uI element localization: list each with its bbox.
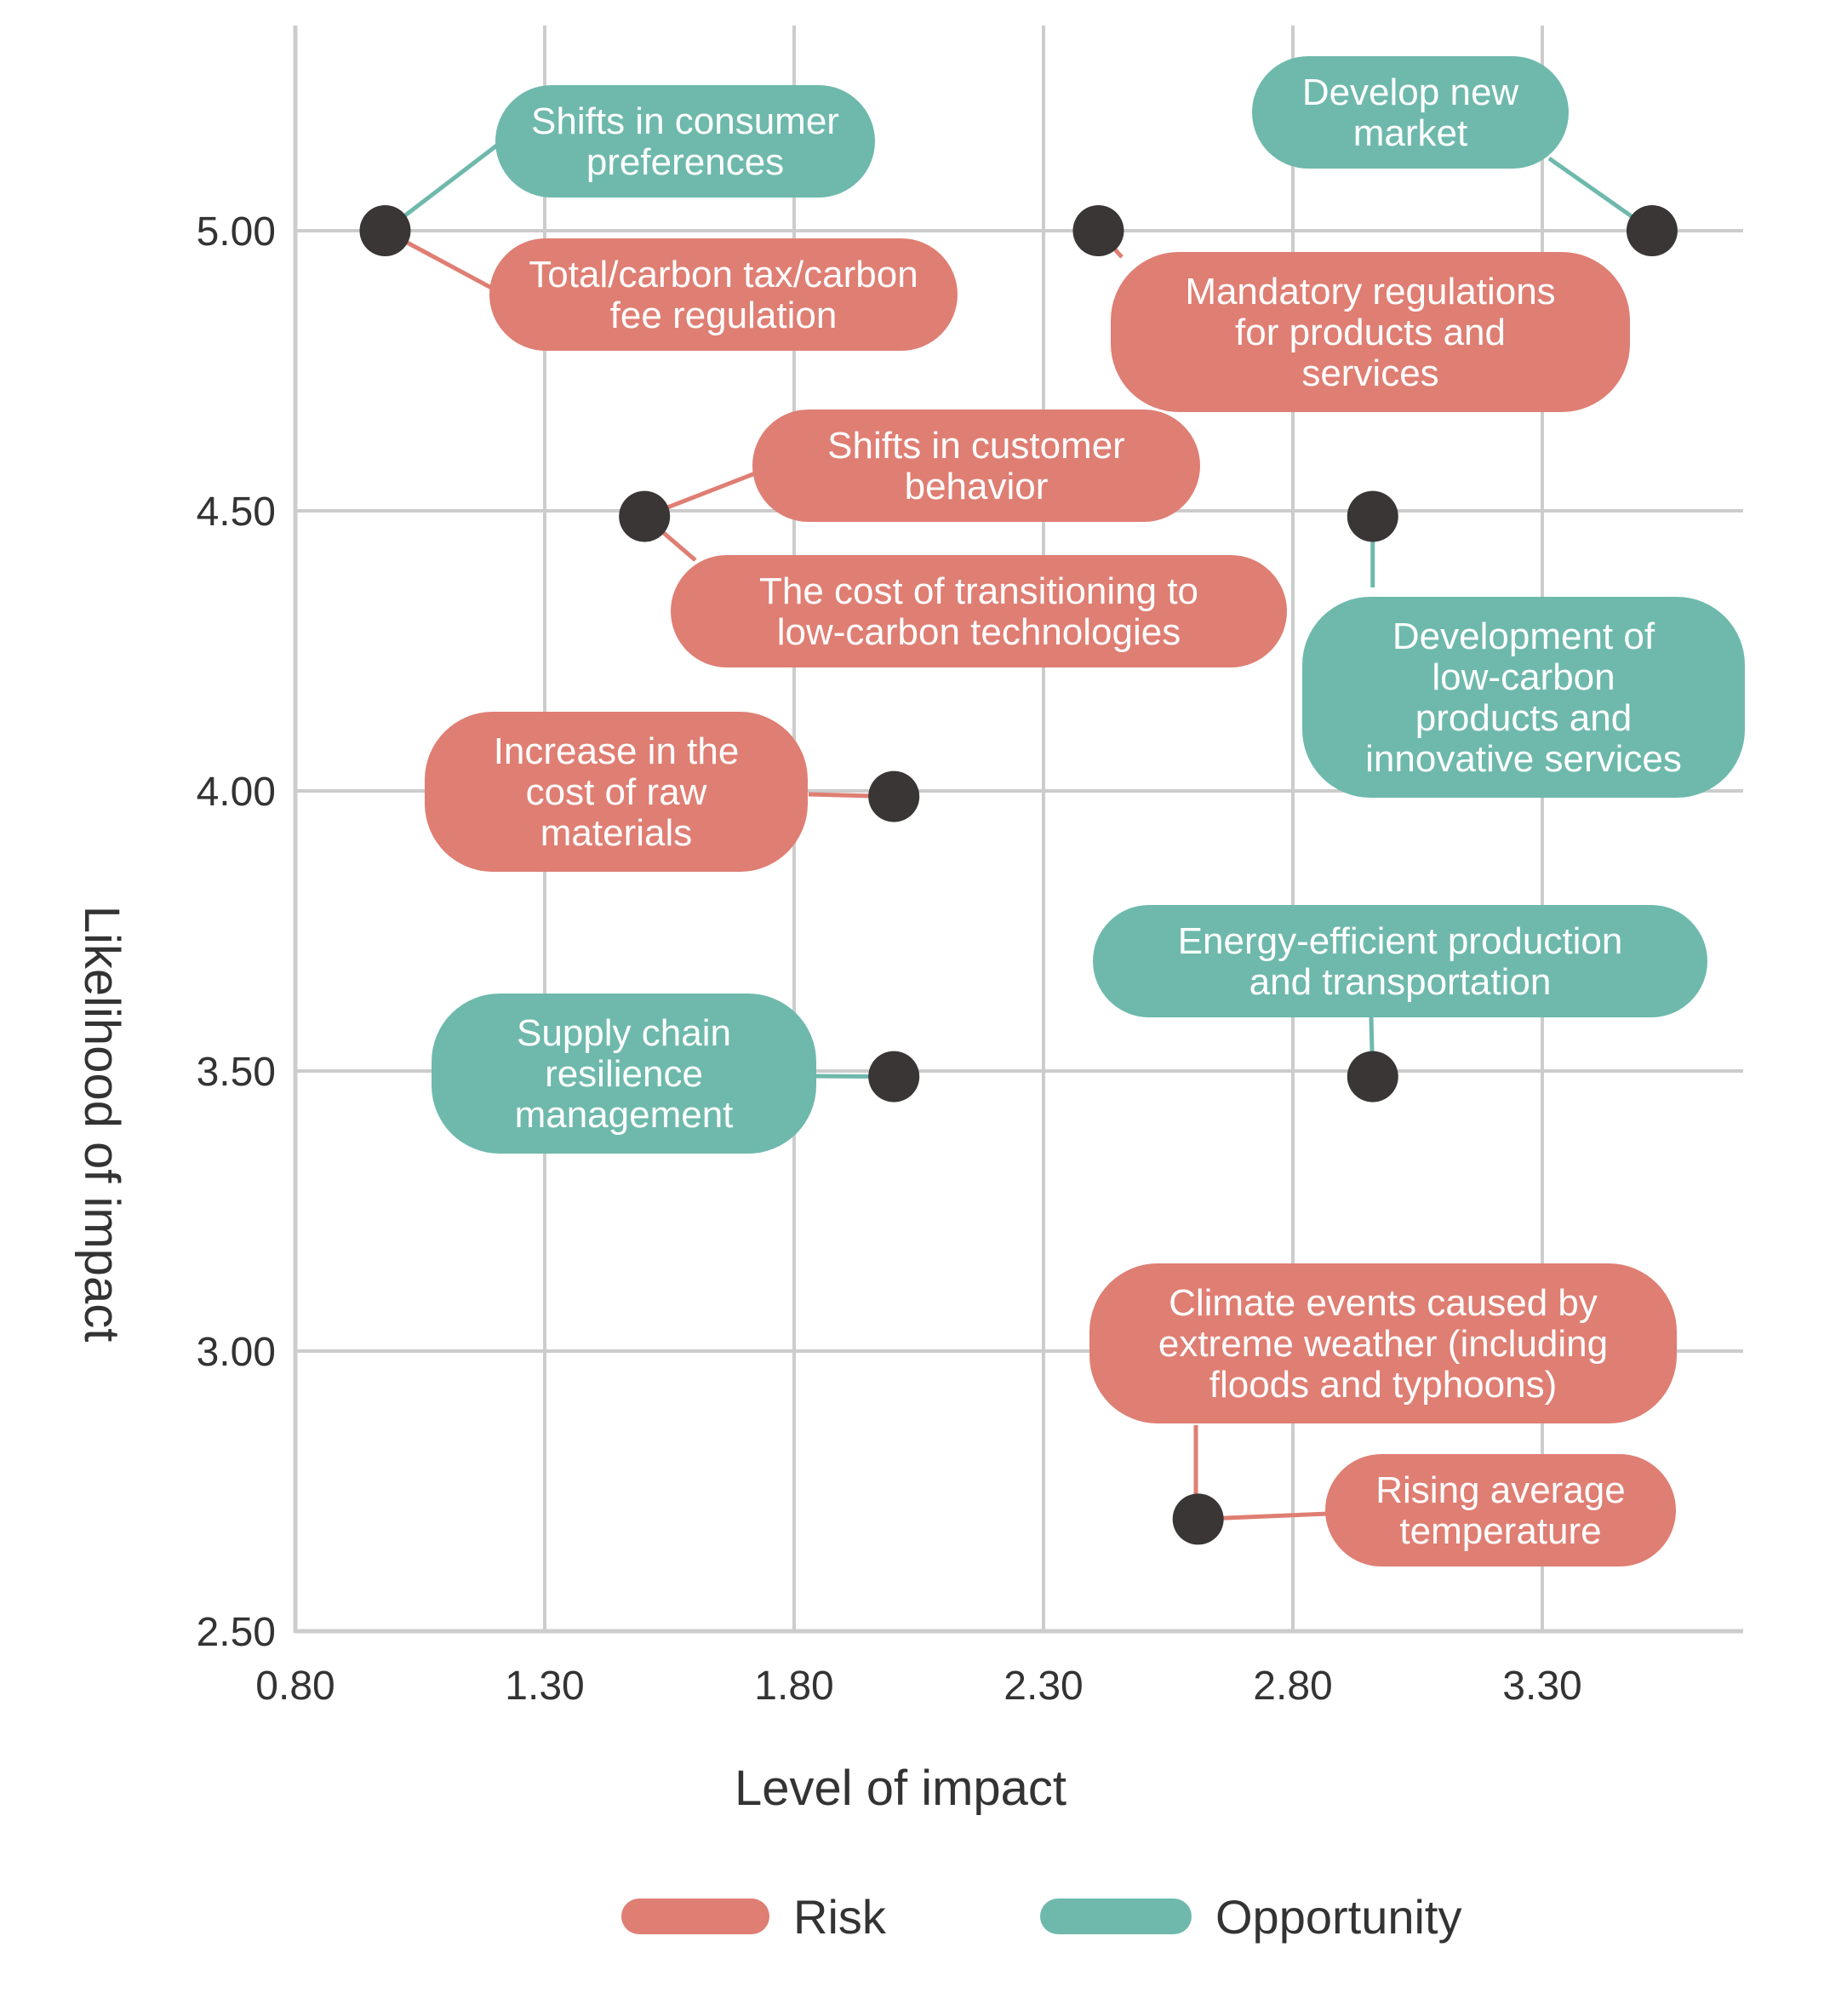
annotation-label: Mandatory regulations for products and ser… (1185, 271, 1555, 394)
annotation-label: Shifts in customer behavior (827, 425, 1125, 507)
opportunity-pill-shape (1252, 56, 1569, 169)
x-axis-title: Level of impact (735, 1761, 1066, 1816)
opportunity-pill-shape (1093, 905, 1707, 1017)
risk-pill-shape (1111, 252, 1630, 412)
legend-swatch-risk (621, 1899, 769, 1934)
data-point (359, 205, 411, 256)
y-tick-label: 3.00 (197, 1330, 276, 1375)
annotation-label: Shifts in consumer preferences (531, 100, 839, 183)
annotation-pill: Total/carbon tax/carbon fee regulation (489, 238, 958, 351)
data-point (1347, 1051, 1398, 1102)
opportunity-pill-shape (495, 85, 875, 198)
annotation-label: Develop new market (1302, 72, 1519, 154)
data-point (868, 1051, 920, 1102)
annotation-label: Supply chain resilience management (515, 1012, 734, 1136)
annotation-label: Rising average temperature (1375, 1469, 1626, 1552)
annotation-pill: Mandatory regulations for products and ser… (1111, 252, 1630, 412)
x-tick-label: 2.80 (1253, 1664, 1332, 1709)
risk-pill-shape (1089, 1263, 1677, 1423)
annotation-pill: Increase in the cost of raw materials (425, 712, 808, 872)
data-points (359, 205, 1678, 1545)
annotation-pill: The cost of transitioning to low-carbon t… (671, 555, 1287, 667)
annotation-label: Climate events caused by extreme weather … (1158, 1282, 1608, 1406)
risk-pill-shape (489, 238, 958, 351)
y-tick-label: 5.00 (197, 209, 276, 255)
y-axis-title: Likelihood of impact (74, 906, 129, 1343)
x-tick-label: 0.80 (255, 1664, 335, 1709)
annotation-labels: Shifts in consumer preferences Total/carbo… (425, 56, 1745, 1566)
y-tick-label: 2.50 (197, 1610, 276, 1655)
legend-label-risk: Risk (793, 1890, 887, 1944)
annotation-pill: Develop new market (1252, 56, 1569, 169)
opportunity-pill-shape (432, 994, 816, 1154)
annotation-pill: Shifts in consumer preferences (495, 85, 875, 198)
y-tick-label: 3.50 (197, 1050, 276, 1095)
data-point (619, 490, 671, 542)
annotation-pill: Energy-efficient production and transport… (1093, 905, 1707, 1017)
data-point (868, 770, 920, 822)
annotation-pill: Development of low-carbon products and inno… (1302, 597, 1745, 798)
risk-pill-shape (752, 410, 1200, 522)
data-point (1072, 205, 1124, 256)
risk-pill-shape (425, 712, 808, 872)
x-tick-label: 1.80 (754, 1664, 833, 1709)
annotation-label: Development of low-carbon products and inno… (1365, 616, 1682, 780)
data-point (1172, 1493, 1224, 1545)
annotation-pill: Supply chain resilience management (432, 994, 816, 1154)
annotation-label: Energy-efficient production and transport… (1178, 920, 1623, 1003)
data-point (1347, 490, 1398, 542)
opportunity-pill-shape (1302, 597, 1745, 798)
annotation-pill: Climate events caused by extreme weather … (1089, 1263, 1677, 1423)
legend-swatch-opportunity (1040, 1899, 1192, 1934)
x-tick-label: 2.30 (1004, 1664, 1083, 1709)
y-tick-label: 4.00 (197, 770, 276, 815)
data-point (1626, 205, 1678, 256)
x-tick-label: 3.30 (1502, 1664, 1581, 1709)
y-tick-label: 4.50 (197, 490, 276, 535)
annotation-pill: Rising average temperature (1325, 1454, 1676, 1566)
legend: Risk Opportunity (621, 1890, 1462, 1944)
annotation-label: Increase in the cost of raw materials (494, 730, 740, 854)
x-tick-label: 1.30 (505, 1664, 584, 1709)
annotation-label: The cost of transitioning to low-carbon t… (759, 570, 1198, 653)
risk-pill-shape (671, 555, 1287, 667)
annotation-pill: Shifts in customer behavior (752, 410, 1200, 522)
risk-pill-shape (1325, 1454, 1676, 1566)
legend-label-opportunity: Opportunity (1215, 1890, 1462, 1944)
tick-labels: 0.80 1.30 1.80 2.30 2.80 3.30 5.00 4.50 4.00 3.50… (197, 209, 1582, 1709)
annotation-label: Total/carbon tax/carbon fee regulation (529, 254, 918, 336)
